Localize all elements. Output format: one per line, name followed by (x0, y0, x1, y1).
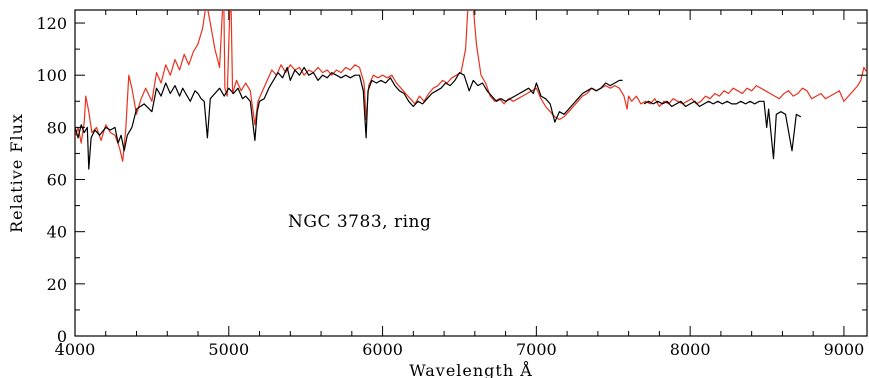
series-line-1 (75, 66, 802, 170)
y-tick-label: 60 (47, 171, 67, 190)
y-tick-label: 0 (57, 327, 67, 346)
x-tick-label: 5000 (208, 340, 249, 359)
y-tick-label: 120 (36, 14, 67, 33)
series-group (75, 10, 867, 170)
y-tick-label: 20 (47, 275, 67, 294)
y-axis-title: Relative Flux (7, 113, 26, 233)
x-tick-label: 4000 (55, 340, 96, 359)
x-tick-label: 6000 (362, 340, 403, 359)
x-tick-label: 7000 (516, 340, 557, 359)
plot-frame (74, 9, 868, 337)
plot-border (74, 9, 868, 337)
plot-annotation: NGC 3783, ring (288, 212, 431, 232)
x-tick-label: 8000 (670, 340, 711, 359)
x-tick-label: 9000 (824, 340, 865, 359)
y-tick-label: 80 (47, 118, 67, 137)
y-tick-label: 40 (47, 223, 67, 242)
x-axis-title: Wavelength Å (409, 360, 533, 378)
y-tick-label: 100 (36, 66, 67, 85)
axis-ticks: 4000 5000 6000 7000 8000 9000 0 20 40 60 80 100 120 (36, 10, 867, 359)
series-line-2 (75, 10, 867, 162)
